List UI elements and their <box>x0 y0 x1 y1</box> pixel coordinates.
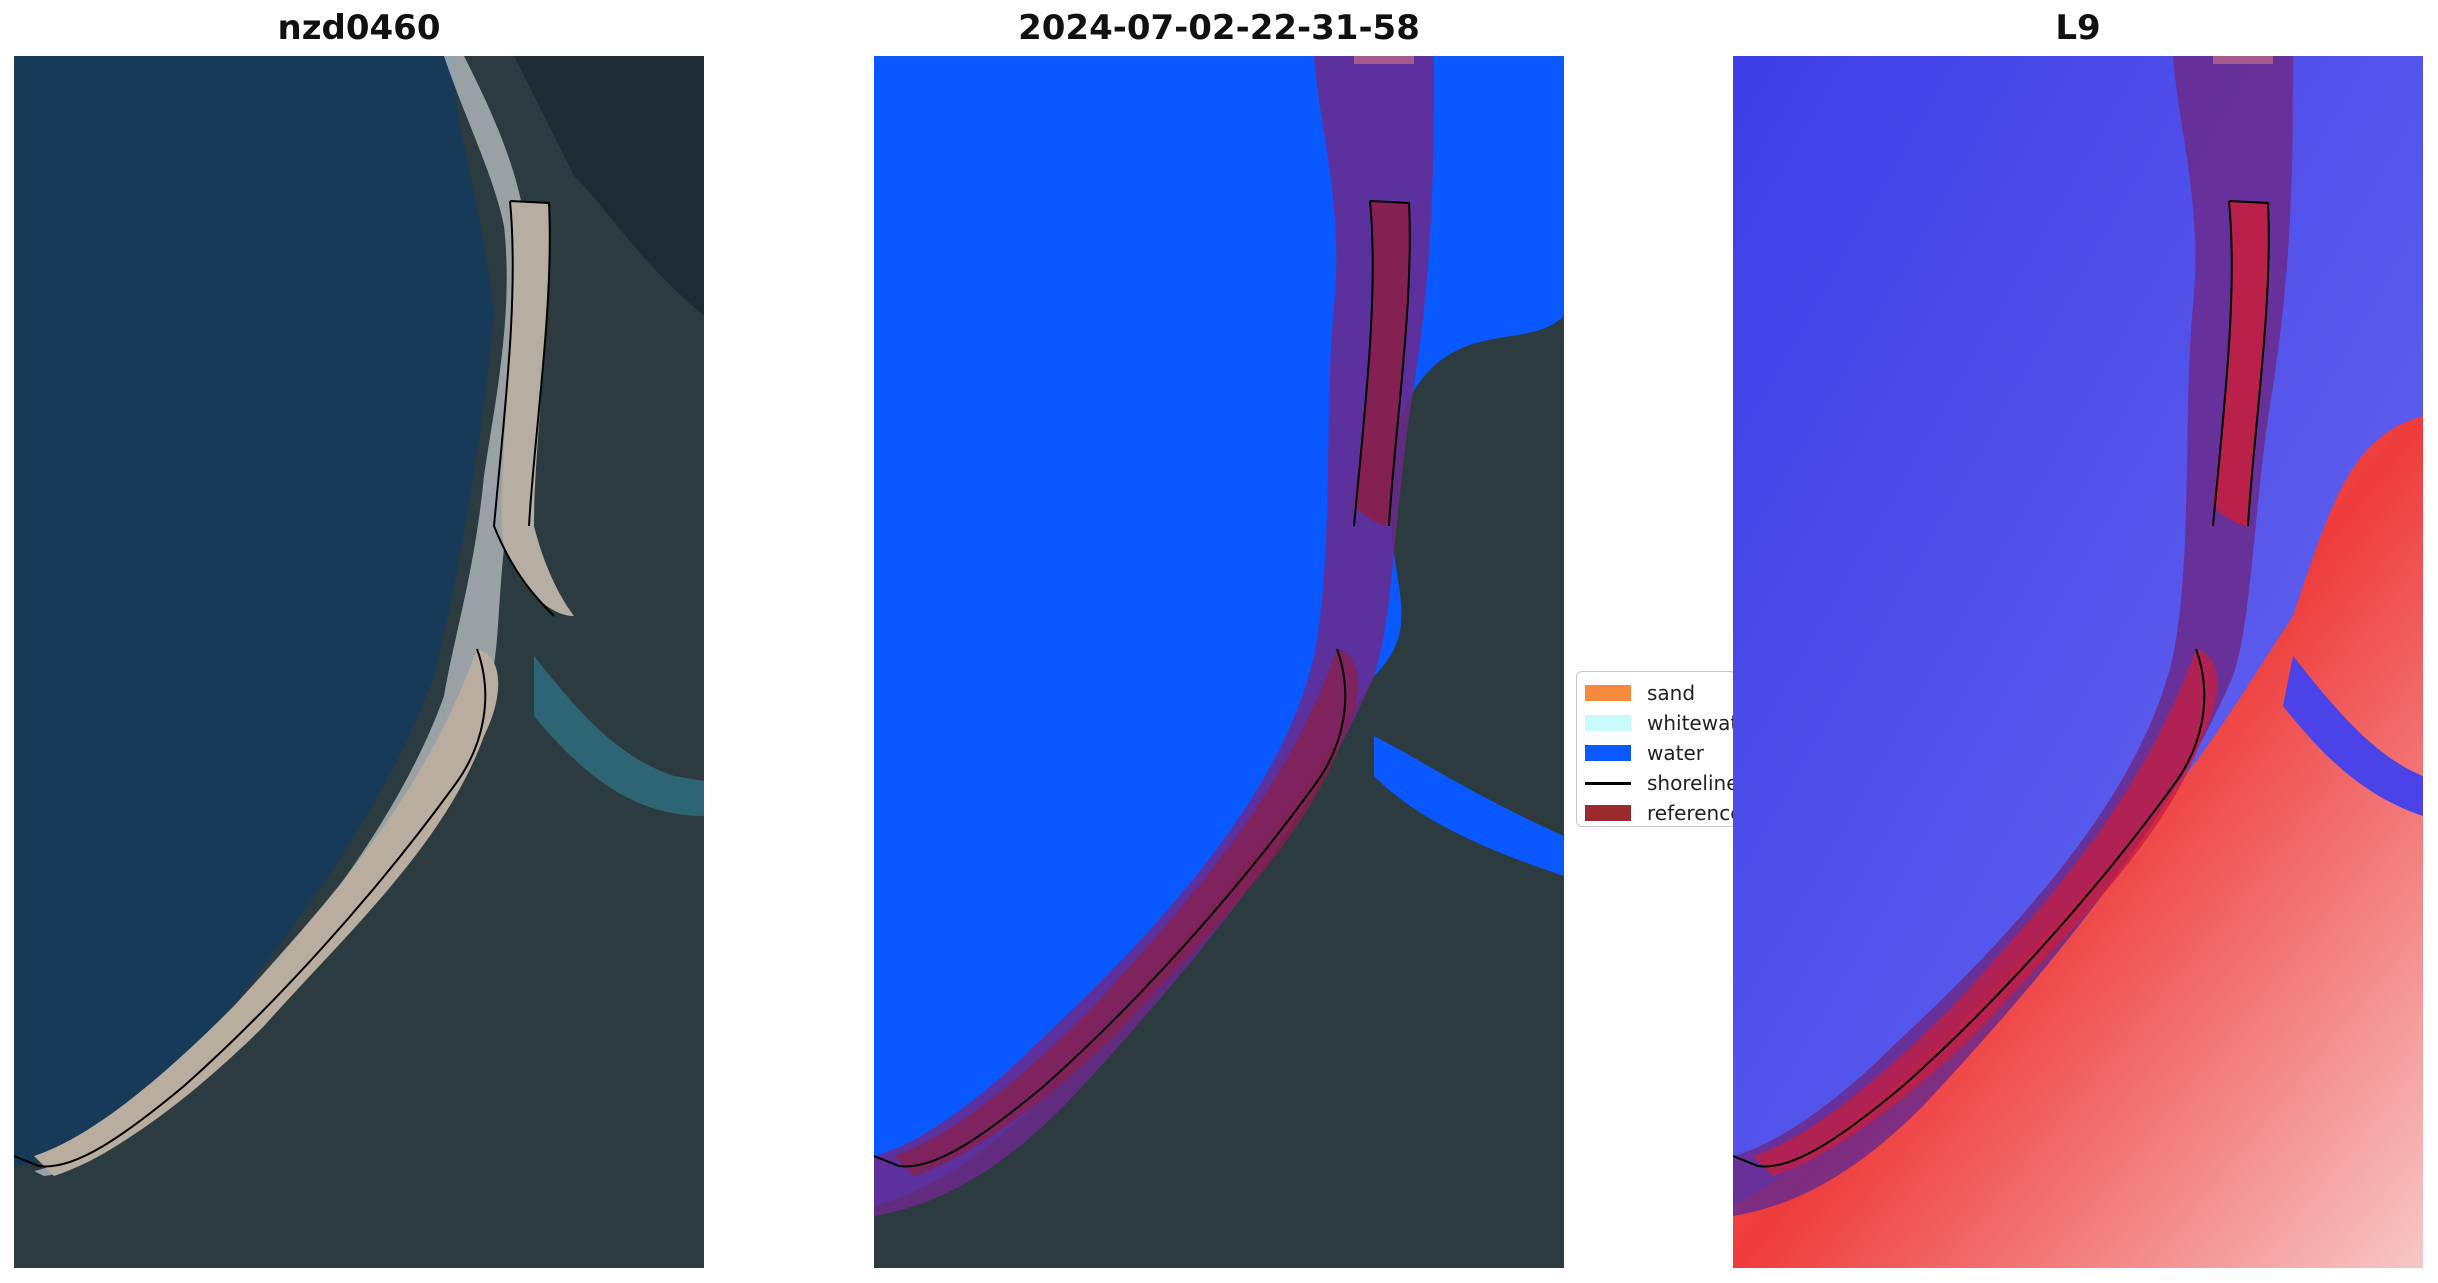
reference-swatch <box>1585 805 1631 821</box>
legend-item-reference: reference shoreline buffer <box>1577 798 1736 826</box>
whitewater-swatch <box>1585 715 1631 731</box>
legend-label: shoreline <box>1647 771 1736 795</box>
water-swatch <box>1585 745 1631 761</box>
legend: sand whitewater water shoreline referenc… <box>1576 671 1736 827</box>
rgb-image <box>14 56 704 1268</box>
panel-title-satellite: L9 <box>2055 8 2101 48</box>
legend-label: whitewater <box>1647 711 1735 735</box>
panel-title-date: 2024-07-02-22-31-58 <box>1018 8 1420 48</box>
legend-item-water: water <box>1577 738 1735 768</box>
legend-item-sand: sand <box>1577 678 1735 708</box>
shoreline-swatch <box>1585 781 1631 785</box>
index-panel <box>1733 56 2423 1268</box>
index-image <box>1733 56 2423 1268</box>
rgb-image-panel <box>14 56 704 1268</box>
legend-label: sand <box>1647 681 1696 705</box>
classification-panel <box>874 56 1564 1268</box>
legend-item-whitewater: whitewater <box>1577 708 1735 738</box>
sand-swatch <box>1585 685 1631 701</box>
legend-label: water <box>1647 741 1704 765</box>
panel-title-rgb: nzd0460 <box>277 8 441 48</box>
legend-item-shoreline: shoreline <box>1577 768 1735 798</box>
classification-image <box>874 56 1564 1268</box>
legend-label: reference shoreline buffer <box>1647 801 1736 825</box>
